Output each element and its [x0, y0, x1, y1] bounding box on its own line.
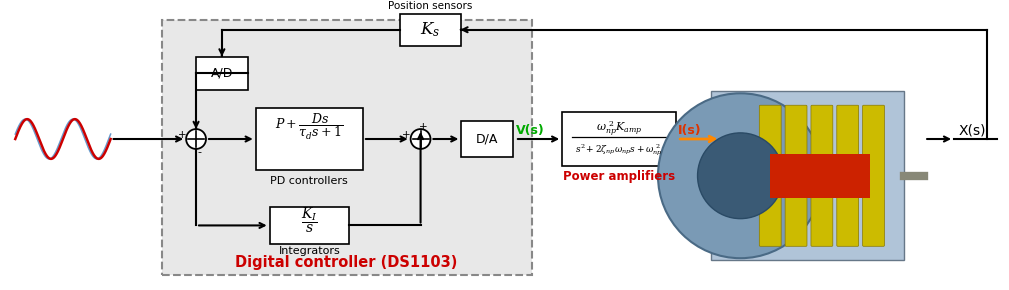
- FancyBboxPatch shape: [400, 14, 461, 46]
- FancyBboxPatch shape: [785, 105, 807, 246]
- Text: $K_s$: $K_s$: [421, 20, 441, 39]
- Text: +: +: [403, 130, 411, 140]
- FancyBboxPatch shape: [836, 105, 859, 246]
- Text: V(s): V(s): [516, 124, 545, 137]
- FancyBboxPatch shape: [811, 105, 832, 246]
- FancyBboxPatch shape: [162, 20, 532, 275]
- Circle shape: [697, 133, 783, 219]
- Text: Digital controller (DS1103): Digital controller (DS1103): [235, 255, 457, 270]
- Text: $\dfrac{K_I}{s}$: $\dfrac{K_I}{s}$: [301, 206, 318, 235]
- FancyBboxPatch shape: [760, 105, 781, 246]
- Text: Integrators: Integrators: [278, 246, 340, 256]
- Text: Power amplifiers: Power amplifiers: [563, 170, 675, 183]
- Text: I(s): I(s): [678, 124, 702, 137]
- Circle shape: [411, 129, 431, 149]
- Circle shape: [658, 93, 823, 258]
- FancyBboxPatch shape: [863, 105, 885, 246]
- Text: +: +: [178, 130, 187, 140]
- FancyBboxPatch shape: [196, 57, 248, 90]
- Text: $s^2+2\zeta_{np}\omega_{np}s+\omega_{np}^{\ 2}$: $s^2+2\zeta_{np}\omega_{np}s+\omega_{np}…: [575, 142, 663, 158]
- FancyBboxPatch shape: [269, 206, 349, 244]
- Text: $P+\dfrac{Ds}{\tau_d s+1}$: $P+\dfrac{Ds}{\tau_d s+1}$: [275, 112, 343, 142]
- Text: PD controllers: PD controllers: [270, 176, 348, 186]
- FancyBboxPatch shape: [562, 112, 676, 166]
- FancyBboxPatch shape: [770, 154, 870, 197]
- Text: +: +: [419, 122, 428, 132]
- Text: Position sensors: Position sensors: [388, 1, 472, 11]
- Text: X(s): X(s): [959, 123, 987, 137]
- FancyBboxPatch shape: [461, 121, 513, 157]
- Text: A/D: A/D: [211, 67, 233, 80]
- Text: -: -: [197, 147, 201, 157]
- FancyBboxPatch shape: [255, 108, 363, 170]
- Circle shape: [186, 129, 206, 149]
- Text: D/A: D/A: [476, 133, 498, 146]
- FancyBboxPatch shape: [710, 91, 904, 260]
- Text: $\omega_{np}^{\ 2}K_{amp}$: $\omega_{np}^{\ 2}K_{amp}$: [596, 119, 643, 139]
